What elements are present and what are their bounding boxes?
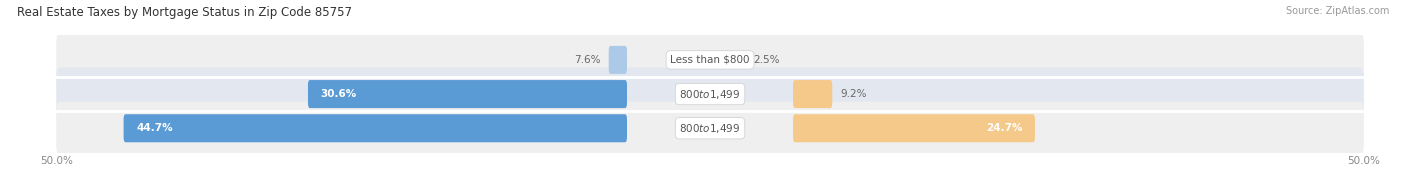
FancyBboxPatch shape bbox=[56, 67, 1364, 121]
FancyBboxPatch shape bbox=[793, 80, 832, 108]
Text: $800 to $1,499: $800 to $1,499 bbox=[679, 88, 741, 101]
Text: 2.5%: 2.5% bbox=[754, 55, 780, 65]
Text: Real Estate Taxes by Mortgage Status in Zip Code 85757: Real Estate Taxes by Mortgage Status in … bbox=[17, 6, 352, 19]
Text: 44.7%: 44.7% bbox=[136, 123, 173, 133]
Text: 9.2%: 9.2% bbox=[841, 89, 868, 99]
FancyBboxPatch shape bbox=[56, 33, 1364, 87]
FancyBboxPatch shape bbox=[609, 46, 627, 74]
Text: 30.6%: 30.6% bbox=[321, 89, 357, 99]
Text: $800 to $1,499: $800 to $1,499 bbox=[679, 122, 741, 135]
FancyBboxPatch shape bbox=[793, 114, 1035, 142]
Text: Less than $800: Less than $800 bbox=[671, 55, 749, 65]
Text: 7.6%: 7.6% bbox=[574, 55, 600, 65]
FancyBboxPatch shape bbox=[308, 80, 627, 108]
Text: Source: ZipAtlas.com: Source: ZipAtlas.com bbox=[1285, 6, 1389, 16]
FancyBboxPatch shape bbox=[56, 102, 1364, 155]
FancyBboxPatch shape bbox=[124, 114, 627, 142]
Text: 24.7%: 24.7% bbox=[986, 123, 1022, 133]
